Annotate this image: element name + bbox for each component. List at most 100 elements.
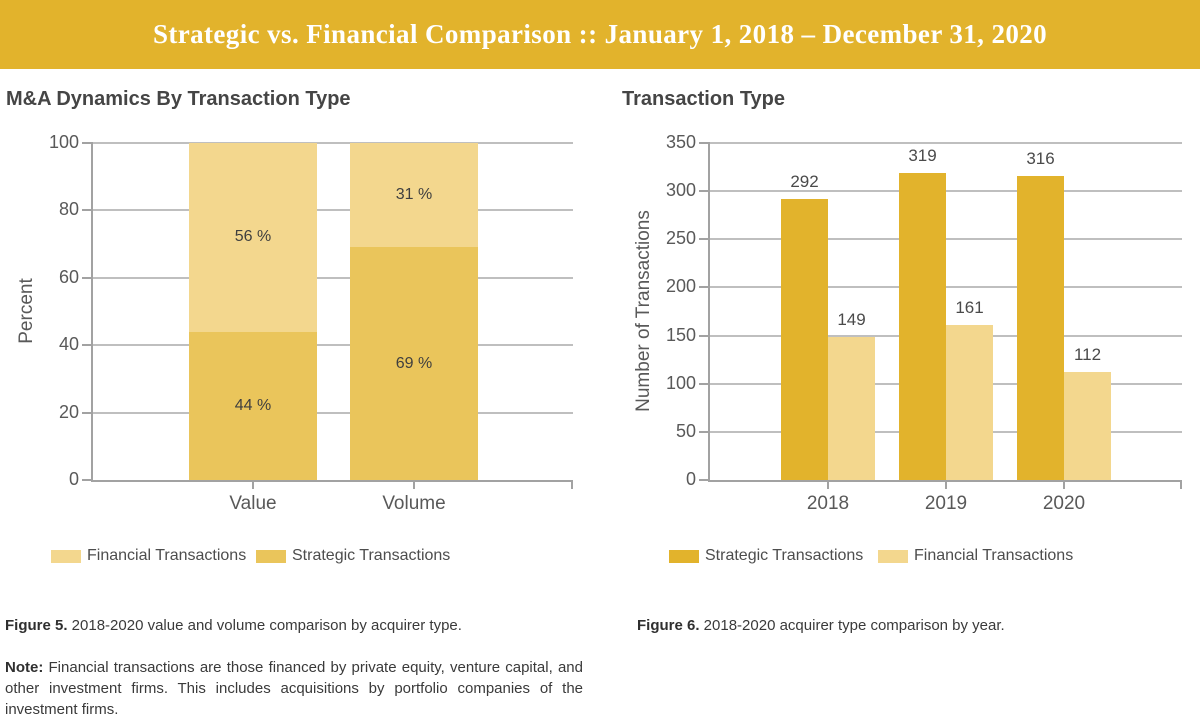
note-body: Financial transactions are those finance… bbox=[5, 659, 583, 718]
gridline bbox=[93, 142, 573, 144]
legend-swatch bbox=[669, 549, 699, 563]
y-axis-tick bbox=[82, 411, 91, 414]
x-axis-tick-label: 2019 bbox=[924, 493, 968, 514]
bar-segment-label: 69 % bbox=[395, 354, 433, 372]
x-axis-end-tick bbox=[1180, 482, 1182, 489]
figure5-caption: Figure 5. 2018-2020 value and volume com… bbox=[5, 615, 570, 636]
y-axis-tick bbox=[82, 276, 91, 279]
x-axis-tick-label: Volume bbox=[382, 493, 446, 514]
right-chart-plot-area: 0 50 100 150 200 250 300 350 292 149 2018 319 161 201… bbox=[666, 132, 1182, 514]
bar-segment-strategic-value: 44 % bbox=[189, 331, 317, 480]
legend-swatch bbox=[51, 549, 81, 563]
legend-label: Financial Transactions bbox=[914, 547, 1074, 564]
figure5-caption-label: Figure 5. bbox=[5, 617, 68, 634]
bar-segment-financial-value: 56 % bbox=[189, 143, 317, 332]
figure6-caption-text: 2018-2020 acquirer type comparison by ye… bbox=[699, 617, 1005, 634]
gridline bbox=[710, 142, 1182, 144]
y-axis bbox=[708, 142, 710, 480]
x-axis-tick-label: 2020 bbox=[1042, 493, 1086, 514]
bar-value-label: 112 bbox=[1073, 345, 1102, 365]
gridline bbox=[93, 276, 573, 279]
y-axis-tick-label: 150 bbox=[665, 324, 696, 345]
gridline bbox=[93, 344, 573, 347]
y-axis-tick bbox=[699, 382, 708, 385]
right-chart-legend: Strategic Transactions Financial Transact… bbox=[0, 547, 1200, 567]
legend-swatch bbox=[878, 549, 908, 563]
x-axis-tick-label: 2018 bbox=[806, 493, 850, 514]
legend-item: Financial Transactions bbox=[878, 547, 1073, 565]
bar-value-label: 149 bbox=[837, 309, 866, 329]
bar-strategic-2020 bbox=[1017, 175, 1064, 480]
legend-item: Strategic Transactions bbox=[669, 547, 863, 565]
left-chart-plot-area: 0 20 40 60 80 100 44 % 56 % Value 69 % 31 % Volume bbox=[49, 132, 573, 514]
y-axis bbox=[91, 142, 93, 480]
x-axis-tick bbox=[413, 482, 415, 489]
figure6-caption-label: Figure 6. bbox=[637, 617, 700, 634]
bar-financial-2020 bbox=[1064, 372, 1111, 480]
y-axis-tick bbox=[699, 334, 708, 337]
gridline bbox=[93, 209, 573, 212]
y-axis-tick-label: 250 bbox=[665, 228, 696, 249]
x-axis-tick-label: Value bbox=[229, 493, 277, 514]
y-axis-tick-label: 200 bbox=[665, 276, 696, 297]
y-axis-tick-label: 350 bbox=[665, 132, 696, 152]
y-axis-tick bbox=[82, 479, 91, 481]
figure6-caption: Figure 6. 2018-2020 acquirer type compar… bbox=[637, 615, 1192, 636]
bar-value-label: 319 bbox=[908, 145, 937, 165]
y-axis-tick bbox=[82, 344, 91, 347]
note-text: Note: Financial transactions are those f… bbox=[5, 657, 583, 720]
bar-segment-label: 31 % bbox=[395, 186, 433, 204]
y-axis-tick-label: 50 bbox=[675, 420, 696, 441]
x-axis-tick bbox=[1063, 482, 1065, 489]
x-axis-tick bbox=[252, 482, 254, 489]
left-chart-legend: Financial Transactions Strategic Transact… bbox=[0, 547, 1200, 567]
bar-value-label: 161 bbox=[955, 297, 984, 317]
x-axis-tick bbox=[827, 482, 829, 489]
bar-segment-financial-volume: 31 % bbox=[350, 143, 478, 248]
gridline bbox=[710, 238, 1182, 241]
legend-swatch bbox=[256, 549, 286, 563]
gridline bbox=[710, 286, 1182, 289]
y-axis-tick-label: 100 bbox=[665, 372, 696, 393]
bar-value-label: 292 bbox=[790, 171, 819, 191]
y-axis-tick bbox=[699, 142, 708, 144]
y-axis-tick-label: 100 bbox=[48, 132, 79, 152]
y-axis-tick-label: 20 bbox=[58, 401, 79, 422]
legend-label: Strategic Transactions bbox=[292, 547, 451, 564]
bar-segment-label: 44 % bbox=[234, 396, 272, 414]
y-axis-tick bbox=[699, 479, 708, 481]
banner: Strategic vs. Financial Comparison :: Ja… bbox=[0, 0, 1200, 69]
right-chart-title: Transaction Type bbox=[622, 88, 786, 110]
legend-label: Financial Transactions bbox=[87, 547, 247, 564]
y-axis-tick bbox=[82, 142, 91, 144]
gridline bbox=[93, 411, 573, 414]
y-axis-tick-label: 300 bbox=[665, 180, 696, 201]
legend-item: Financial Transactions bbox=[51, 547, 246, 565]
x-axis bbox=[91, 480, 573, 482]
bar-segment-label: 56 % bbox=[234, 228, 272, 246]
y-axis-tick bbox=[699, 430, 708, 433]
y-axis-tick bbox=[699, 238, 708, 241]
y-axis-tick-label: 80 bbox=[58, 199, 79, 220]
legend-label: Strategic Transactions bbox=[705, 547, 864, 564]
left-chart-title: M&A Dynamics By Transaction Type bbox=[6, 88, 351, 110]
gridline bbox=[710, 190, 1182, 193]
x-axis-end-tick bbox=[571, 482, 573, 489]
y-axis-tick-label: 0 bbox=[68, 469, 79, 489]
bar-financial-2019 bbox=[946, 324, 993, 480]
y-axis-tick-label: 40 bbox=[58, 334, 79, 355]
y-axis-tick bbox=[699, 286, 708, 289]
y-axis-tick-label: 60 bbox=[58, 266, 79, 287]
bar-value-label: 316 bbox=[1026, 148, 1055, 168]
note-label: Note: bbox=[5, 659, 44, 676]
bar-strategic-2018 bbox=[781, 198, 828, 480]
figure5-caption-text: 2018-2020 value and volume comparison by… bbox=[67, 617, 462, 634]
bar-financial-2018 bbox=[828, 336, 875, 480]
y-axis-tick-label: 0 bbox=[685, 469, 696, 489]
bar-segment-strategic-volume: 69 % bbox=[350, 247, 478, 480]
x-axis-tick bbox=[945, 482, 947, 489]
y-axis-tick bbox=[699, 190, 708, 193]
banner-title: Strategic vs. Financial Comparison :: Ja… bbox=[152, 19, 1048, 49]
y-axis-tick bbox=[82, 209, 91, 212]
x-axis bbox=[708, 480, 1182, 482]
